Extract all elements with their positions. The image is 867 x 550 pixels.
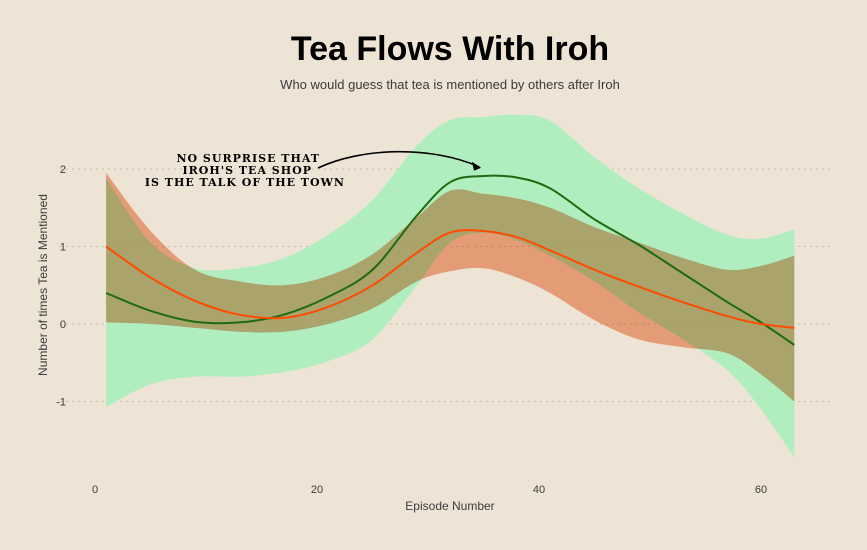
x-tick-label: 60: [755, 484, 767, 496]
series-line-1: [105, 229, 795, 329]
confidence-band-1: [106, 172, 795, 402]
y-tick-label: 2: [60, 164, 66, 176]
confidence-bands: [106, 114, 795, 458]
x-tick-label: 20: [311, 484, 323, 496]
x-tick-label: 40: [533, 484, 545, 496]
series-lines: [105, 174, 795, 346]
y-axis-title: Number of times Tea is Mentioned: [36, 194, 50, 376]
y-tick-label: 0: [60, 319, 66, 331]
y-tick-label: 1: [60, 242, 66, 254]
y-tick-label: -1: [56, 397, 66, 409]
chart-subtitle: Who would guess that tea is mentioned by…: [280, 77, 620, 92]
annotation-text-line: NO SURPRISE THAT: [176, 152, 320, 165]
x-tick-label: 0: [92, 484, 98, 496]
series-line-0: [105, 174, 795, 346]
confidence-band-0: [106, 114, 795, 458]
annotation-text-line: IROH'S TEA SHOP: [182, 164, 312, 177]
annotation-arrow-head: [472, 161, 482, 171]
axis-ticks: 0 20 40 60 -1 0 1 2: [56, 164, 767, 496]
annotation-arrow: [317, 150, 480, 169]
chart-title: Tea Flows With Iroh: [290, 30, 610, 68]
x-axis-title: Episode Number: [405, 499, 494, 513]
annotation-text-line: IS THE TALK OF THE TOWN: [145, 176, 345, 189]
